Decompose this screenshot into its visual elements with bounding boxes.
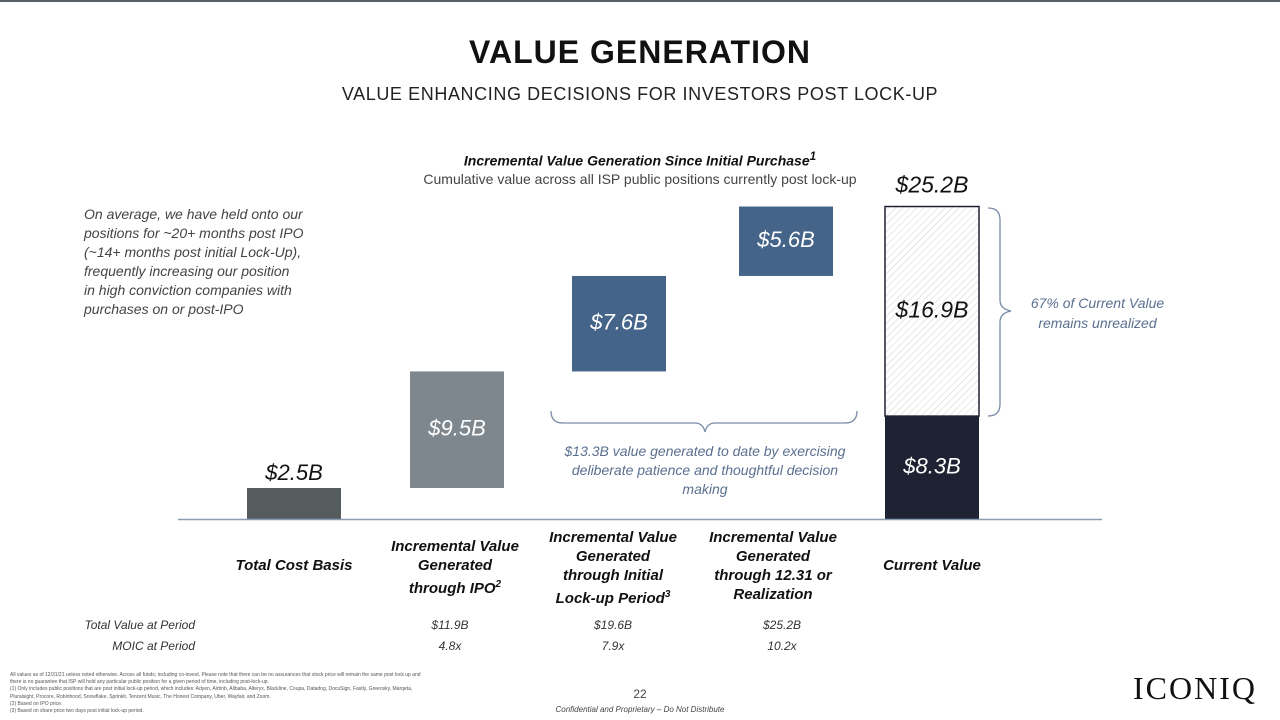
bar-value-label: $5.6B — [756, 227, 815, 252]
category-total-cost-basis: Total Cost Basis — [234, 556, 354, 575]
chart-title: Incremental Value Generation Since Initi… — [320, 150, 960, 169]
total-value-realization: $25.2B — [762, 618, 802, 632]
moic-realization: 10.2x — [767, 639, 797, 653]
footnote-line: (1) Only includes public positions that … — [10, 686, 413, 693]
category-label: Total Cost Basis — [235, 557, 353, 574]
page-number: 22 — [633, 687, 647, 701]
realized-value-bar — [885, 416, 979, 519]
chart-subtitle: Cumulative value across all ISP public p… — [423, 171, 857, 187]
holding-period-note: On average, we have held onto our positi… — [84, 206, 304, 317]
bar-4 — [739, 206, 833, 276]
bar-value-label: $2.5B — [264, 460, 323, 485]
incremental-brace — [550, 410, 858, 433]
bar-value-label: $7.6B — [589, 310, 648, 335]
footnote-line: All values as of 12/31/21 unless noted o… — [10, 672, 421, 678]
total-value-row-label: Total Value at Period — [84, 618, 195, 632]
category-footnote: 3 — [664, 589, 671, 600]
unrealized-value-note: 67% of Current Value remains unrealized — [1030, 295, 1165, 331]
incremental-value-note: $13.3B value generated to date by exerci… — [564, 443, 846, 497]
category-label: Current Value — [883, 557, 981, 574]
category-label: Incremental Value Generated through 12.3… — [709, 529, 837, 603]
footnote-line: (3) Based on share price two days post i… — [10, 708, 144, 715]
category-label: Incremental Value Generated through Init… — [549, 529, 677, 607]
category-label: Incremental Value Generated through IPO — [391, 538, 519, 597]
bar-2 — [410, 371, 504, 488]
bar-value-label: $9.5B — [427, 416, 486, 441]
chart-title-footnote: 1 — [809, 150, 817, 163]
total-value-lockup: $19.6B — [593, 618, 633, 632]
bar-3 — [572, 275, 666, 372]
moic-ipo: 4.8x — [438, 639, 462, 653]
moic-row-label: MOIC at Period — [112, 639, 195, 653]
unrealized-value-bar — [884, 205, 980, 417]
footnote-line: Pluralsight, Procore, Robinhood, Snowfla… — [10, 693, 271, 700]
category-current-value: Current Value — [872, 556, 992, 575]
unrealized-brace — [987, 207, 1012, 417]
total-value-label: $25.2B — [895, 172, 969, 198]
confidential-notice: Confidential and Proprietary – Do Not Di… — [555, 705, 725, 714]
chart-title-text: Incremental Value Generation Since Initi… — [463, 152, 810, 169]
page-title: VALUE GENERATION — [469, 34, 811, 70]
iconiq-logo: ICONIQ — [1133, 670, 1257, 706]
category-lockup: Incremental Value Generated through Init… — [548, 528, 678, 608]
category-realization: Incremental Value Generated through 12.3… — [707, 528, 839, 604]
category-footnote: 2 — [495, 579, 502, 590]
footnote-line: (2) Based on IPO price. — [10, 700, 63, 707]
realized-value-label: $8.3B — [902, 453, 961, 478]
footnotes: All values as of 12/31/21 unless noted o… — [10, 672, 540, 715]
unrealized-value-label: $16.9B — [895, 296, 969, 322]
total-value-ipo: $11.9B — [431, 618, 469, 632]
footnote-line: there is no guarantee that ISP will hold… — [10, 679, 269, 686]
bar-1 — [247, 488, 341, 519]
moic-lockup: 7.9x — [601, 639, 625, 653]
category-ipo: Incremental Value Generated through IPO2 — [390, 537, 520, 598]
page-subtitle: VALUE ENHANCING DECISIONS FOR INVESTORS … — [341, 84, 939, 104]
top-rule — [0, 0, 1280, 2]
